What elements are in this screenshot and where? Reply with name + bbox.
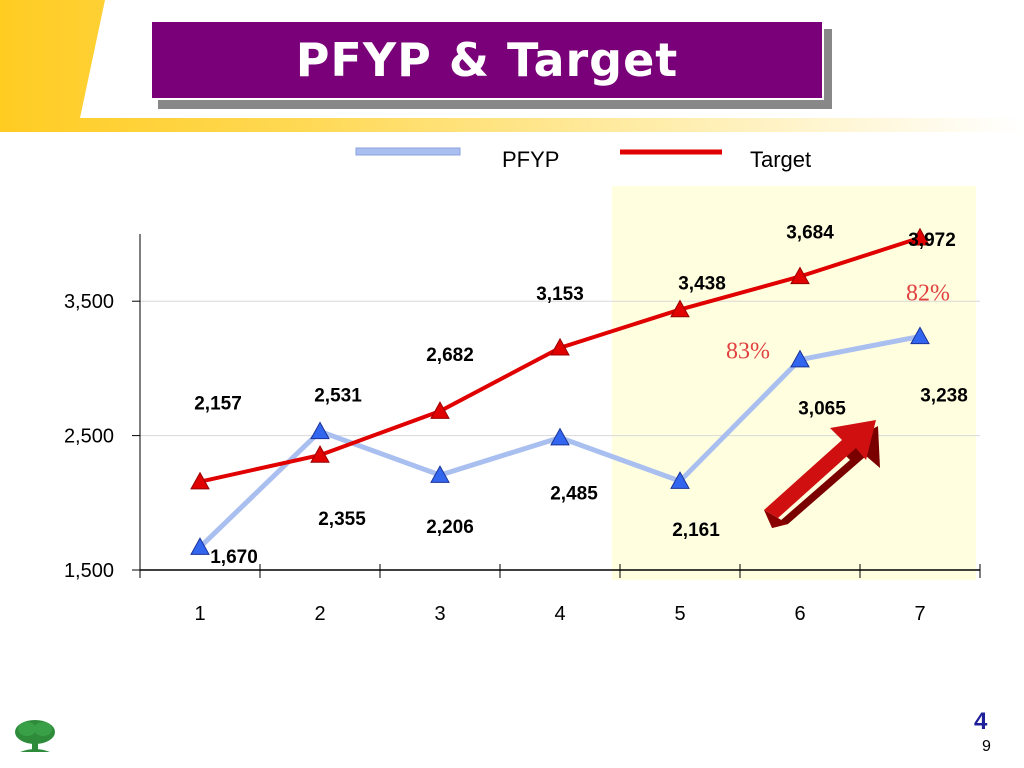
percent-annotation: 82%	[906, 280, 950, 306]
section-number: 4	[974, 708, 988, 735]
trend-arrow-part	[772, 426, 880, 528]
target-data-label: 3,972	[908, 230, 956, 251]
target-data-label: 3,438	[678, 274, 726, 295]
trend-arrow-part	[764, 420, 876, 518]
page-number: 9	[982, 738, 991, 755]
trend-arrow-icon	[764, 420, 880, 528]
x-tick-label: 4	[554, 603, 565, 625]
pfyp-point	[430, 465, 450, 483]
pfyp-data-label: 2,161	[672, 520, 720, 541]
x-tick-label: 2	[314, 603, 325, 625]
percent-annotation: 83%	[726, 339, 770, 365]
pfyp-point	[670, 471, 690, 489]
x-tick-label: 6	[794, 603, 805, 625]
target-data-label: 3,153	[536, 284, 584, 305]
x-tick-label: 1	[194, 603, 205, 625]
x-tick-label: 3	[434, 603, 445, 625]
pfyp-data-label: 2,206	[426, 517, 474, 538]
x-tick-label: 7	[914, 603, 925, 625]
target-data-label: 2,682	[426, 345, 474, 366]
x-tick-label: 5	[674, 603, 685, 625]
pfyp-point	[910, 326, 930, 345]
tree-logo-icon	[15, 720, 55, 752]
y-tick-label: 3,500	[64, 291, 114, 313]
pfyp-data-label: 2,531	[314, 385, 362, 406]
target-point	[430, 401, 450, 419]
target-point	[790, 266, 810, 285]
pfyp-point	[310, 421, 330, 440]
legend-pfyp-label: PFYP	[502, 147, 559, 172]
pfyp-point	[190, 537, 210, 555]
pfyp-data-label: 3,238	[920, 385, 968, 406]
target-point	[550, 337, 570, 356]
target-data-label: 2,355	[318, 509, 366, 530]
title-box: PFYP & Target	[150, 20, 824, 100]
target-point	[310, 445, 330, 463]
trend-arrow-part	[764, 510, 788, 528]
pfyp-point	[550, 427, 570, 446]
target-point	[910, 227, 930, 246]
slide-title: PFYP & Target	[295, 33, 679, 87]
target-data-label: 2,157	[194, 394, 242, 415]
legend-target-label: Target	[750, 147, 811, 172]
target-point	[670, 299, 690, 318]
pfyp-point	[790, 349, 810, 368]
target-data-label: 3,684	[786, 222, 834, 243]
pfyp-data-label: 1,670	[210, 547, 258, 568]
legend-pfyp-swatch	[355, 147, 461, 156]
pfyp-data-label: 2,485	[550, 484, 598, 505]
target-point	[190, 471, 210, 490]
y-tick-label: 1,500	[64, 560, 114, 582]
y-tick-label: 2,500	[64, 426, 114, 448]
pfyp-data-label: 3,065	[798, 399, 846, 420]
